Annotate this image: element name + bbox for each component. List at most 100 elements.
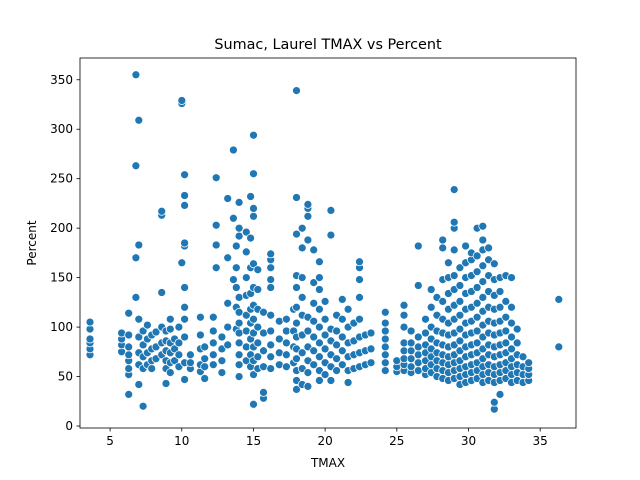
data-point [512,324,522,334]
data-point [259,346,268,356]
data-point [157,206,167,216]
data-point [231,283,241,292]
data-point [554,342,564,352]
data-point [282,326,291,336]
data-point [399,322,409,332]
data-point [223,298,233,308]
data-point [234,293,244,302]
data-point [426,285,436,294]
data-point [495,390,505,399]
data-point [449,217,459,227]
data-point [124,350,134,360]
data-point [380,307,390,317]
data-point [234,231,244,241]
data-point [241,326,251,336]
data-point [461,241,470,251]
data-point [380,334,390,344]
data-point [309,298,319,308]
data-point [303,200,313,209]
data-point [138,401,148,411]
data-point [147,364,157,373]
data-point [413,342,423,352]
data-point [186,350,195,360]
data-point [478,277,488,286]
data-point [507,318,516,328]
data-point [495,302,505,312]
data-point [211,220,221,230]
data-point [259,307,268,317]
data-point [196,312,205,322]
x-tick-label: 5 [106,434,114,448]
data-point [512,338,522,348]
data-point [138,340,148,350]
data-point [406,326,416,336]
data-point [165,368,175,377]
data-point [134,115,144,125]
data-point [174,350,184,360]
data-point [246,192,255,201]
data-point [472,251,482,261]
data-point [380,350,390,360]
data-point [249,130,258,140]
data-point [249,399,258,409]
data-point [234,318,244,328]
data-point [174,338,184,348]
data-point [231,263,241,273]
data-point [449,271,459,280]
data-point [143,320,152,330]
data-point [259,388,268,397]
data-point [241,273,251,282]
data-point [478,221,488,231]
y-tick-label: 0 [65,419,73,433]
data-point [292,354,301,364]
data-point [208,360,218,370]
data-point [292,318,301,328]
data-point [507,273,516,282]
data-point [234,338,244,348]
data-point [554,295,564,304]
data-point [234,223,244,233]
data-point [337,295,347,304]
axes-frame [79,57,577,429]
y-tick-label: 250 [50,172,73,186]
data-point [292,86,301,95]
data-point [200,354,210,364]
data-point [355,257,364,267]
data-point [196,330,205,340]
data-point [309,332,319,342]
data-point [297,243,307,253]
data-point [266,263,276,273]
data-point [229,275,238,284]
data-point [315,257,324,267]
data-point [131,253,141,263]
data-point [413,241,423,251]
data-point [472,267,482,277]
data-point [85,317,95,327]
data-point [151,327,161,337]
data-point [157,288,167,297]
y-tick-label: 300 [50,122,73,136]
data-point [266,352,276,362]
data-point [292,193,301,202]
data-point [200,362,210,372]
data-point [343,304,353,314]
data-point [180,332,189,342]
data-point [426,302,436,312]
data-point [478,261,488,271]
data-point [337,332,347,342]
y-tick-label: 100 [50,320,73,334]
data-point [249,169,258,179]
data-point [326,230,336,240]
data-point [472,298,482,308]
data-point [524,358,534,368]
data-point [266,249,276,259]
data-point [292,385,301,394]
data-point [234,307,244,317]
data-point [320,314,330,324]
x-axis-ticks: 5 10 15 20 25 30 35 [106,428,548,448]
x-tick-label: 15 [246,434,261,448]
data-point [455,281,465,290]
data-point [315,304,324,314]
x-tick-label: 35 [533,434,548,448]
data-point [124,308,134,318]
